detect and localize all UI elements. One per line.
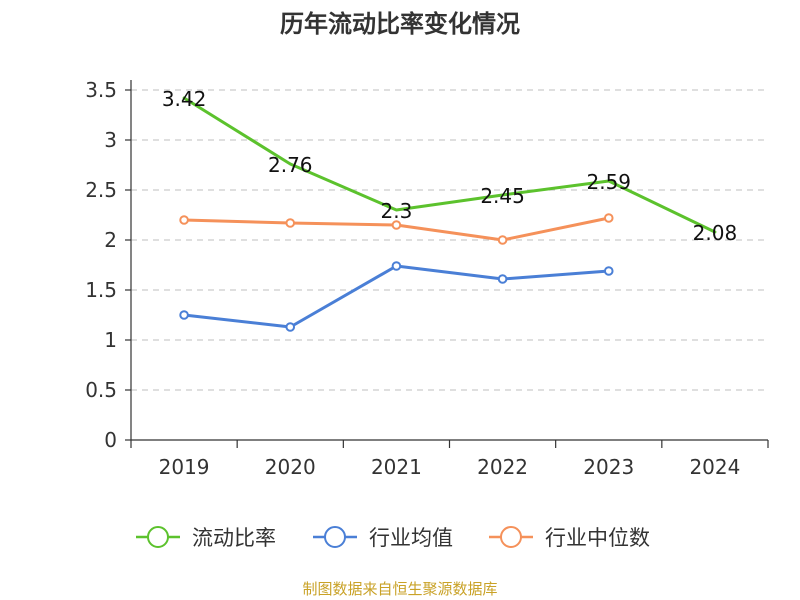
data-point-1 — [497, 274, 508, 284]
data-point-2 — [285, 218, 296, 228]
y-tick-label: 2 — [104, 228, 117, 252]
legend-label-1: 行业均值 — [369, 526, 453, 550]
data-point-2 — [497, 235, 508, 245]
y-tick-label: 0 — [104, 428, 117, 452]
series-line-1 — [182, 264, 611, 329]
y-tick-label: 1.5 — [85, 278, 117, 302]
data-point-1 — [285, 322, 296, 332]
data-point-2 — [391, 220, 402, 230]
data-label: 2.76 — [268, 153, 313, 177]
y-tick-label: 1 — [104, 328, 117, 352]
data-label: 2.3 — [381, 199, 413, 223]
series-layer — [179, 96, 717, 332]
x-tick-label: 2022 — [477, 455, 528, 479]
data-point-2 — [179, 215, 189, 225]
data-label: 2.59 — [586, 170, 631, 194]
data-label: 3.42 — [162, 87, 207, 111]
y-tick-label: 3.5 — [85, 78, 117, 102]
grid-layer — [131, 89, 768, 391]
x-tick-label: 2023 — [583, 455, 634, 479]
x-tick-label: 2024 — [689, 455, 740, 479]
chart-title: 历年流动比率变化情况 — [280, 10, 520, 38]
series-line-0 — [182, 96, 717, 234]
x-tick-label: 2020 — [265, 455, 316, 479]
data-point-2 — [603, 213, 614, 223]
data-label-layer: 3.42 2.76 2.3 2.45 2.59 2.08 — [162, 87, 737, 245]
legend-label-0: 流动比率 — [192, 526, 276, 550]
legend-label-2: 行业中位数 — [545, 526, 650, 550]
x-tick-label: 2021 — [371, 455, 422, 479]
y-tick-label: 3 — [104, 128, 117, 152]
legend-marker-1 — [324, 526, 346, 548]
data-point-1 — [179, 310, 189, 320]
x-tick-label: 2019 — [159, 455, 210, 479]
data-label: 2.45 — [480, 184, 525, 208]
data-point-1 — [603, 266, 614, 276]
data-label: 2.08 — [693, 221, 738, 245]
legend[interactable]: 流动比率 行业均值 行业中位数 — [136, 526, 650, 550]
legend-marker-0 — [147, 526, 169, 548]
y-tick-label: 0.5 — [85, 378, 117, 402]
data-point-1 — [391, 261, 402, 271]
legend-marker-2 — [500, 526, 522, 548]
source-note: 制图数据来自恒生聚源数据库 — [302, 580, 497, 598]
y-tick-label: 2.5 — [85, 178, 117, 202]
axis-layer: 0 0.5 1 1.5 2 2.5 3 3.5 2019 2020 2021 2022 2023 2024 — [85, 78, 769, 479]
